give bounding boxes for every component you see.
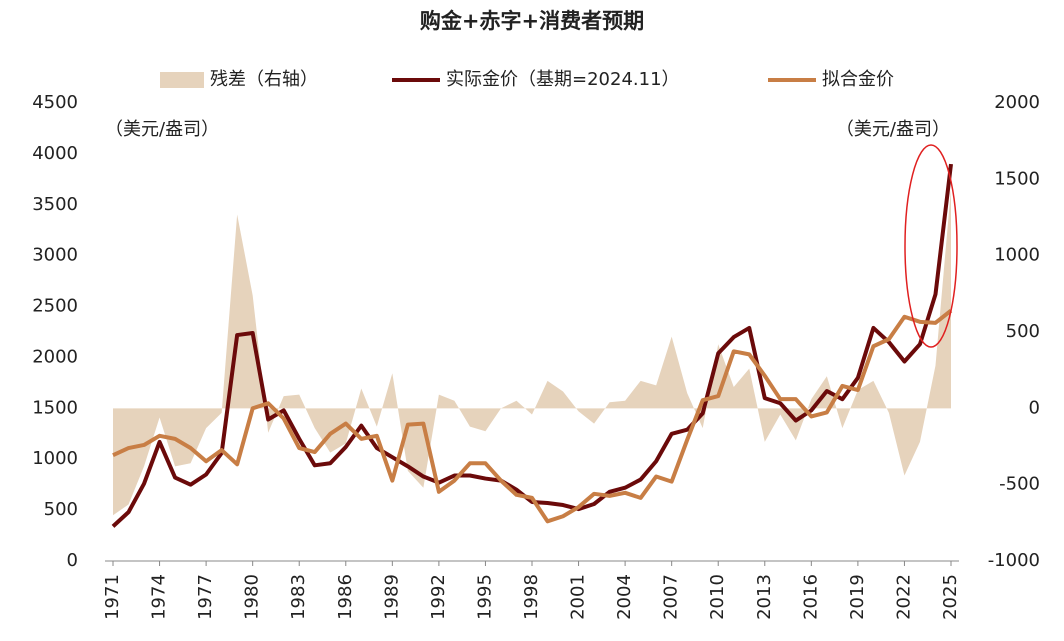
y-tick-label: 2000	[32, 346, 78, 367]
y-axis-label: （美元/盎司）	[105, 119, 219, 140]
y2-tick-label: 1000	[994, 245, 1040, 266]
x-tick-label: 2007	[661, 574, 682, 620]
x-tick-label: 2025	[940, 574, 961, 620]
chart-title: 购金+赤字+消费者预期	[420, 9, 644, 33]
x-tick-label: 1992	[428, 574, 449, 620]
y2-tick-label: -1000	[988, 550, 1040, 571]
y-tick-label: 500	[44, 499, 78, 520]
y-tick-label: 4000	[32, 143, 78, 164]
x-tick-label: 2001	[568, 574, 589, 620]
y2-tick-label: 2000	[994, 92, 1040, 113]
x-tick-label: 1980	[242, 574, 263, 620]
y-tick-label: 1000	[32, 448, 78, 469]
legend-label: 实际金价（基期=2024.11）	[446, 69, 680, 90]
x-tick-label: 1983	[288, 574, 309, 620]
y2-tick-label: -500	[999, 474, 1040, 495]
x-tick-label: 1989	[381, 574, 402, 620]
x-tick-label: 1974	[149, 574, 170, 620]
legend-label: 残差（右轴）	[210, 69, 318, 90]
y2-tick-label: 0	[1029, 397, 1040, 418]
y-tick-label: 1500	[32, 397, 78, 418]
legend-swatch	[160, 72, 204, 88]
x-tick-label: 2013	[754, 574, 775, 620]
y-tick-label: 0	[67, 550, 78, 571]
x-tick-label: 1998	[521, 574, 542, 620]
x-tick-label: 1977	[195, 574, 216, 620]
x-tick-label: 2010	[707, 574, 728, 620]
x-tick-label: 2004	[614, 574, 635, 620]
y2-axis-label: （美元/盎司）	[836, 119, 950, 140]
y-tick-label: 3000	[32, 245, 78, 266]
x-tick-label: 1971	[102, 574, 123, 620]
y-tick-label: 4500	[32, 92, 78, 113]
x-tick-label: 1986	[335, 574, 356, 620]
highlight-ellipse	[904, 144, 958, 348]
x-tick-label: 2016	[800, 574, 821, 620]
y2-tick-label: 500	[1006, 321, 1040, 342]
x-tick-label: 2022	[893, 574, 914, 620]
legend-label: 拟合金价	[822, 69, 894, 90]
y-tick-label: 2500	[32, 296, 78, 317]
y2-tick-label: 1500	[994, 168, 1040, 189]
price-line	[111, 163, 953, 528]
y-tick-label: 3500	[32, 194, 78, 215]
residual-area	[113, 188, 951, 516]
x-tick-label: 2019	[847, 574, 868, 620]
price-line	[112, 309, 953, 524]
x-tick-label: 1995	[474, 574, 495, 620]
